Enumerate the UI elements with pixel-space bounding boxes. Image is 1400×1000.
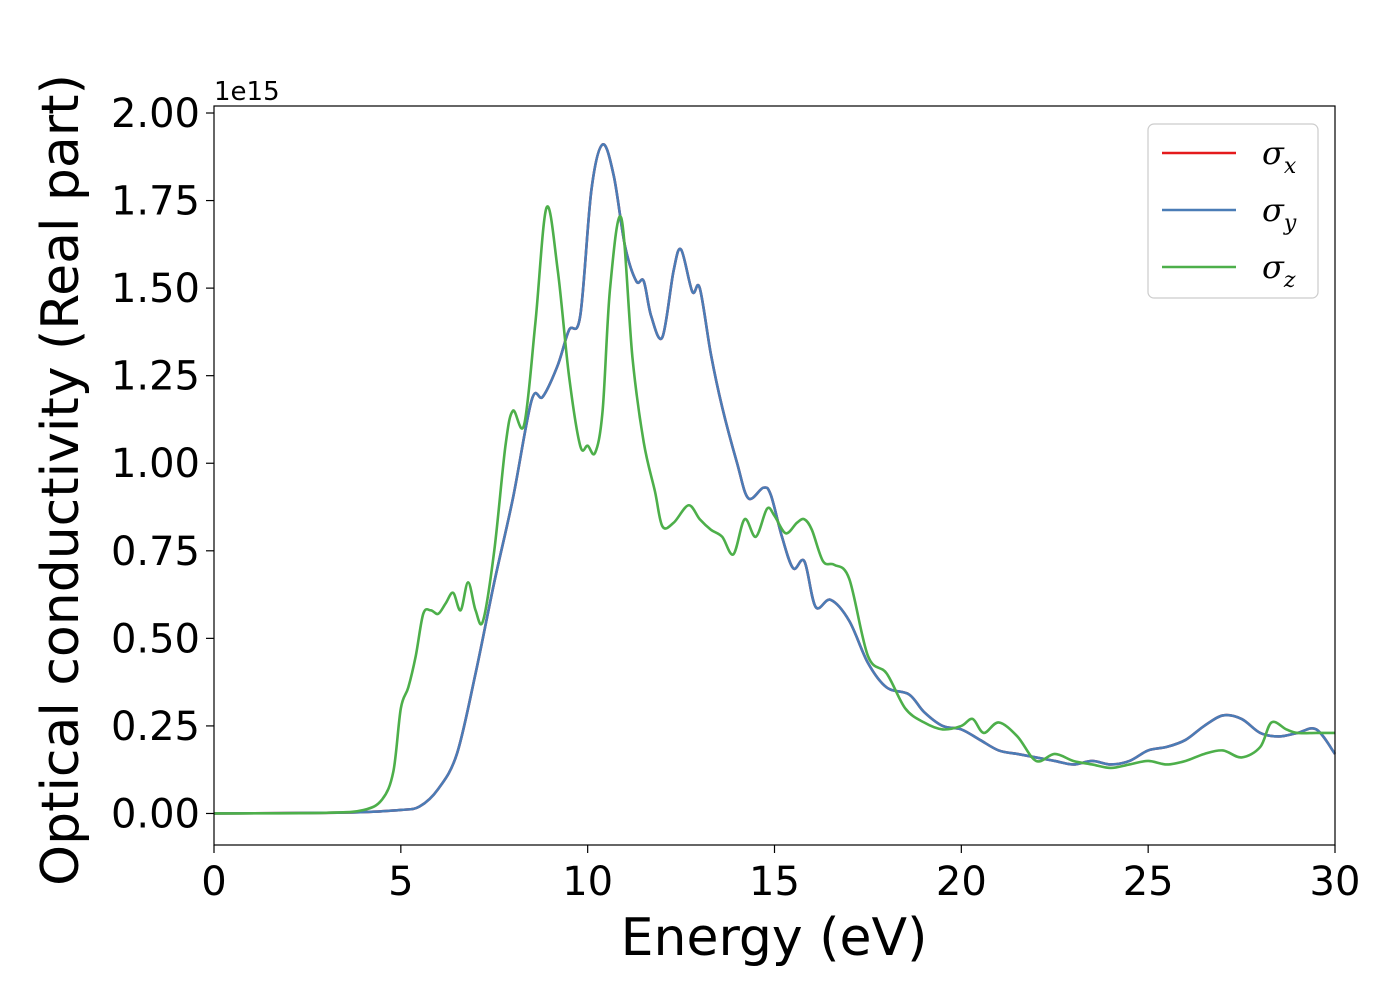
x-tick-label: 30 (1310, 859, 1361, 905)
legend-subscript: x (1284, 154, 1297, 179)
x-axis-label: Energy (eV) (621, 908, 928, 968)
y-tick-label: 0.25 (111, 704, 200, 750)
series-layer (213, 143, 1337, 815)
y-tick-label: 1.25 (111, 354, 200, 400)
x-tick-label: 20 (936, 859, 987, 905)
y-tick-label: 1.00 (111, 441, 200, 487)
series-line-y (213, 143, 1337, 815)
y-tick-label: 0.00 (111, 791, 200, 837)
y-axis-ticks: 0.00 0.25 0.50 0.75 1.00 1.25 1.50 1.75 2.00 (111, 91, 214, 837)
y-tick-label: 2.00 (111, 91, 200, 137)
x-tick-label: 5 (388, 859, 413, 905)
series-line-z (213, 205, 1335, 815)
y-tick-label: 0.50 (111, 616, 200, 662)
x-tick-label: 15 (749, 859, 800, 905)
y-multiplier-label: 1e15 (214, 77, 280, 107)
y-axis-label: Optical conductivity (Real part) (31, 74, 91, 886)
y-tick-label: 0.75 (111, 529, 200, 575)
legend-subscript: z (1283, 268, 1296, 293)
x-tick-label: 25 (1123, 859, 1174, 905)
x-axis-ticks: 0 5 10 15 20 25 30 (201, 845, 1360, 905)
x-tick-label: 10 (562, 859, 613, 905)
y-tick-label: 1.50 (111, 266, 200, 312)
x-tick-label: 0 (201, 859, 226, 905)
y-tick-label: 1.75 (111, 179, 200, 225)
legend-subscript: y (1283, 211, 1297, 236)
